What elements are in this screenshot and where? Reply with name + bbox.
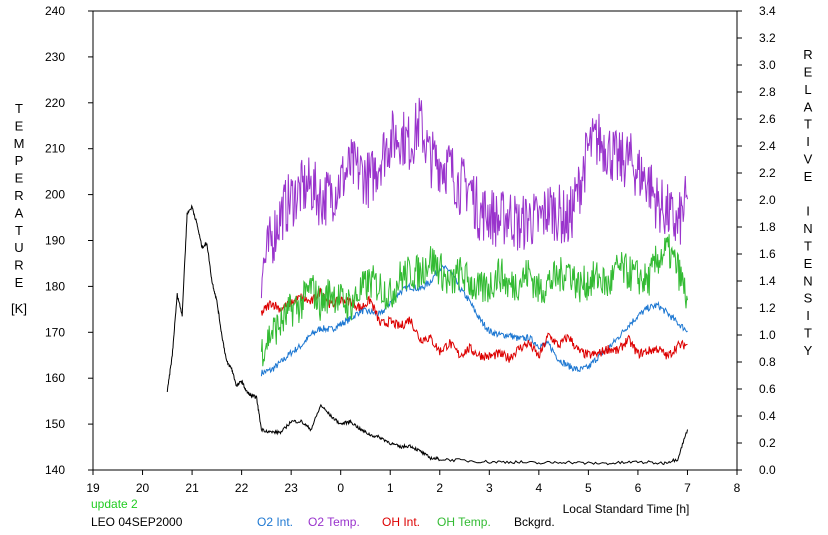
series-line-1 [260,97,688,299]
y-axis-title-letter: A [15,205,24,220]
y2-axis-title-letter: N [803,221,812,236]
right-tick-label: 1.0 [759,328,776,342]
y2-axis-title-letter: N [803,273,812,288]
right-tick-label: 2.2 [759,166,776,180]
y2-axis-title-letter: S [804,291,813,306]
right-tick-label: 1.6 [759,247,776,261]
x-tick-label: 20 [136,481,150,495]
y-axis-title-letter: M [14,136,25,151]
right-tick-label: 1.2 [759,301,776,315]
x-tick-label: 4 [536,481,543,495]
y2-axis-title-letter: L [804,82,811,97]
left-tick-label: 240 [45,4,65,18]
right-tick-label: 2.8 [759,85,776,99]
left-tick-label: 200 [45,188,65,202]
x-axis-label: Local Standard Time [h] [563,502,690,516]
series-layer [166,97,688,466]
y2-axis-title-letter: T [804,326,812,341]
left-tick-label: 150 [45,417,65,431]
x-tick-label: 5 [585,481,592,495]
update-annotation: update 2 [91,497,138,511]
legend-item-3: OH Temp. [437,515,491,529]
station-annotation: LEO 04SEP2000 [91,515,183,529]
y-axis-title-letter: R [14,258,23,273]
left-tick-label: 140 [45,463,65,477]
right-tick-label: 2.6 [759,112,776,126]
right-tick-label: 3.4 [759,4,776,18]
y-axis-title-letter: U [14,240,23,255]
y-axis-title-letter: P [15,153,24,168]
left-tick-label: 220 [45,96,65,110]
right-tick-label: 0.6 [759,382,776,396]
left-tick-label: 180 [45,279,65,293]
y-axis-title-letter: E [15,275,24,290]
right-tick-label: 3.2 [759,31,776,45]
right-tick-label: 1.4 [759,274,776,288]
x-tick-label: 3 [486,481,493,495]
y-axis-title-letter: E [15,171,24,186]
left-tick-label: 210 [45,142,65,156]
x-tick-label: 21 [185,481,199,495]
x-tick-label: 23 [284,481,298,495]
series-line-0 [260,263,688,377]
right-tick-label: 1.8 [759,220,776,234]
right-tick-label: 2.4 [759,139,776,153]
legend-item-1: O2 Temp. [308,515,360,529]
y-axis-title-letter: T [15,223,23,238]
right-tick-label: 2.0 [759,193,776,207]
y-axis-unit: [K] [11,301,27,316]
y2-axis-title-letter: E [804,65,813,80]
plot-frame [92,10,738,471]
x-tick-label: 0 [337,481,344,495]
right-tick-label: 3.0 [759,58,776,72]
left-tick-label: 170 [45,325,65,339]
right-axis: 0.0 0.2 0.4 0.6 0.8 1.0 1.2 1.4 1.6 1.8 2.0 2.2 2.4 2… [737,4,776,477]
legend-item-0: O2 Int. [257,515,293,529]
y2-axis-title-letter: V [804,152,813,167]
y2-axis-title-letter: T [804,117,812,132]
y2-axis-title-letter: I [806,308,810,323]
x-tick-label: 2 [436,481,443,495]
legend-item-2: OH Int. [382,515,420,529]
y2-axis-title-letter: E [804,256,813,271]
y2-axis-title-letter: A [804,99,813,114]
y-axis-title-letter: T [15,101,23,116]
y2-axis-title-letter: T [804,239,812,254]
right-tick-label: 0.2 [759,436,776,450]
y-axis-title-letter: E [15,118,24,133]
left-tick-label: 160 [45,371,65,385]
series-line-3 [260,234,688,367]
x-tick-label: 8 [734,481,741,495]
y2-axis-title-letter: I [806,134,810,149]
left-tick-label: 190 [45,234,65,248]
x-axis: 19 20 21 22 23 0 1 2 3 4 5 6 7 8 [86,470,741,495]
y2-axis-title-letter: R [803,47,812,62]
x-tick-label: 22 [235,481,249,495]
x-tick-label: 7 [684,481,691,495]
right-tick-label: 0.8 [759,355,776,369]
legend-item-4: Bckgrd. [514,515,555,529]
y2-axis-title-letter: I [806,204,810,219]
y-axis-title-letter: R [14,188,23,203]
x-tick-label: 6 [635,481,642,495]
right-tick-label: 0.4 [759,409,776,423]
right-tick-label: 0.0 [759,463,776,477]
y2-axis-title-letter: Y [804,343,813,358]
legend: O2 Int. O2 Temp. OH Int. OH Temp. Bckgrd. [257,515,555,529]
x-tick-label: 1 [387,481,394,495]
left-axis: 140 150 160 170 180 190 200 210 220 230 240 [45,4,93,477]
left-tick-label: 230 [45,50,65,64]
x-tick-label: 19 [86,481,100,495]
y2-axis-title-letter: E [804,169,813,184]
series-line-4 [166,204,688,466]
